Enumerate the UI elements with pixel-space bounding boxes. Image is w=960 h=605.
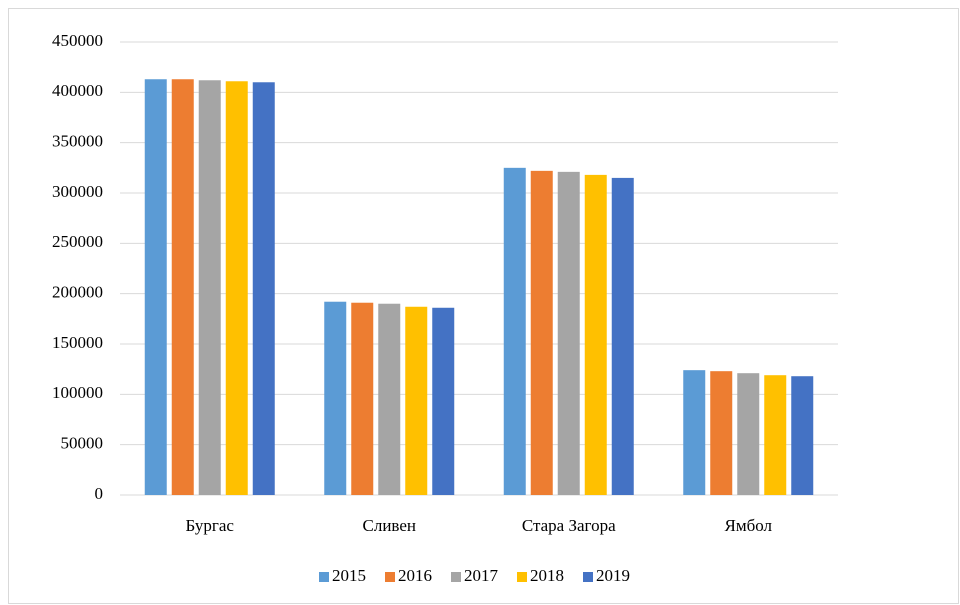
bar [405, 306, 428, 495]
bar [378, 303, 401, 495]
bar [252, 82, 275, 496]
legend-label: 2016 [398, 566, 432, 585]
legend-label: 2017 [464, 566, 499, 585]
bar [503, 167, 526, 496]
x-tick-label: Стара Загора [522, 516, 616, 535]
bar [737, 373, 760, 495]
legend-swatch [583, 572, 593, 582]
bar [198, 80, 221, 496]
bar [144, 79, 167, 495]
y-tick-label: 100000 [52, 383, 103, 402]
bar [432, 307, 455, 495]
bar [584, 174, 607, 495]
x-tick-label: Ямбол [724, 516, 772, 535]
legend-swatch [517, 572, 527, 582]
y-tick-label: 250000 [52, 232, 103, 251]
legend-swatch [451, 572, 461, 582]
bar [171, 79, 194, 495]
bar [225, 81, 248, 495]
legend-label: 2015 [332, 566, 366, 585]
y-tick-label: 50000 [61, 434, 104, 453]
y-tick-label: 300000 [52, 182, 103, 201]
bar [530, 170, 553, 495]
bar [611, 177, 634, 495]
y-tick-label: 350000 [52, 132, 103, 151]
y-tick-label: 200000 [52, 283, 103, 302]
legend-swatch [319, 572, 329, 582]
y-tick-label: 400000 [52, 81, 103, 100]
bar [324, 301, 347, 495]
bar [710, 371, 733, 495]
y-tick-label: 450000 [52, 31, 103, 50]
x-tick-label: Сливен [363, 516, 417, 535]
chart-frame [8, 8, 959, 604]
legend-swatch [385, 572, 395, 582]
bar [557, 171, 580, 496]
legend-label: 2018 [530, 566, 564, 585]
bar [764, 375, 787, 495]
y-tick-label: 0 [95, 484, 104, 503]
bar [351, 302, 374, 495]
legend-label: 2019 [596, 566, 630, 585]
bar [791, 376, 814, 495]
bar [683, 370, 706, 495]
x-tick-label: Бургас [186, 516, 235, 535]
y-tick-label: 150000 [52, 333, 103, 352]
